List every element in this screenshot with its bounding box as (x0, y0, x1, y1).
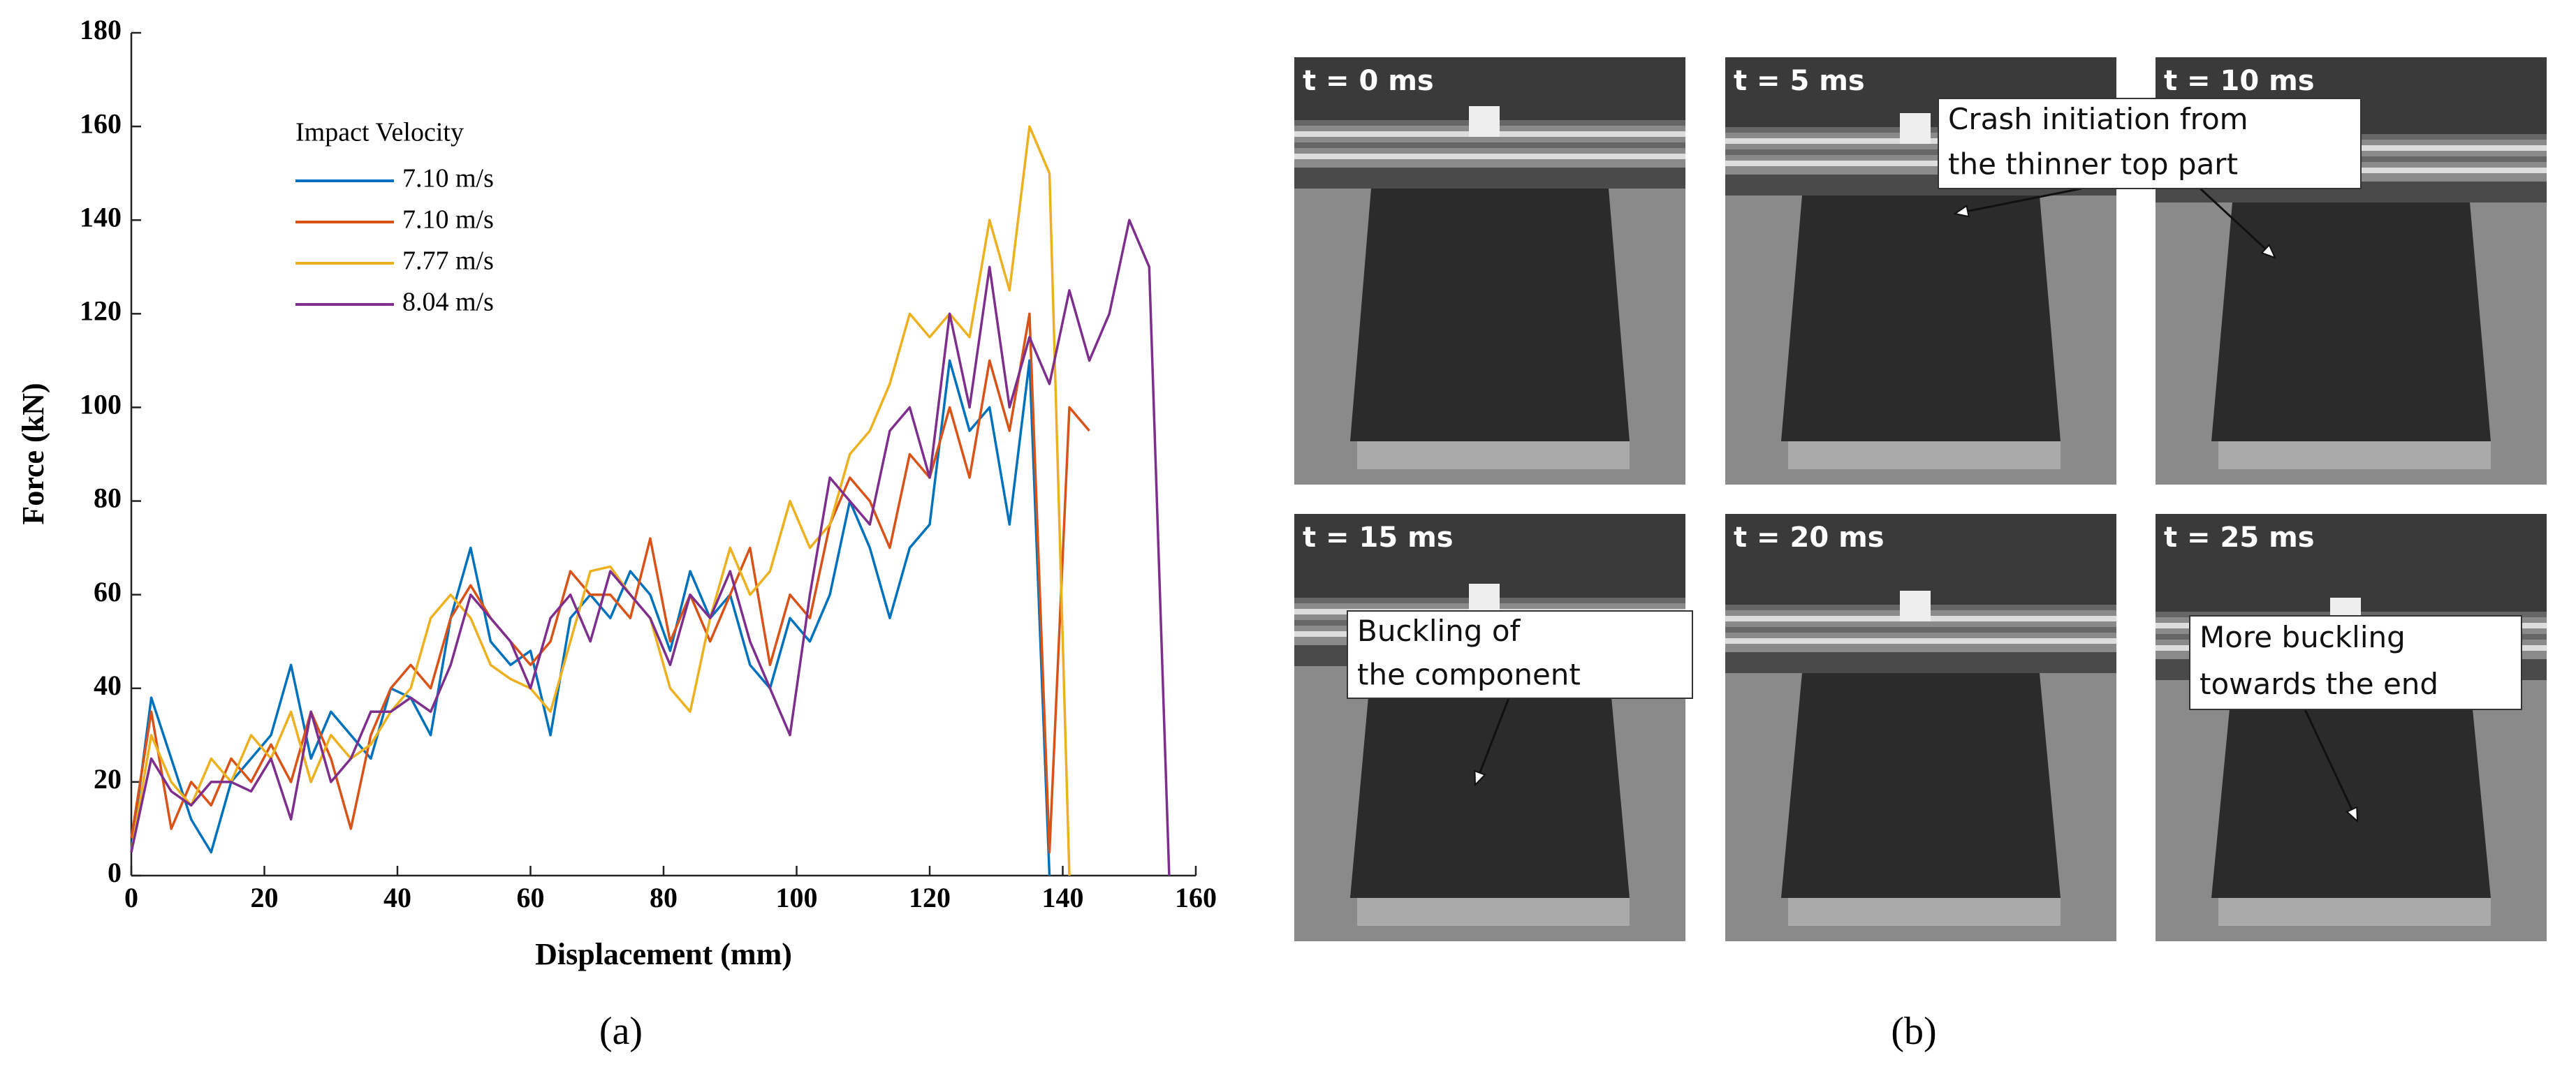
annotation-text: Buckling of (1357, 614, 1521, 648)
y-tick-label: 60 (94, 576, 122, 607)
photo-frame: t = 0 ms (1294, 57, 1685, 485)
x-tick-label: 140 (1042, 882, 1084, 913)
component (1350, 666, 1630, 898)
arrow-head (1953, 205, 1970, 218)
y-tick-label: 0 (108, 857, 122, 888)
photo-frame: t = 25 ms (2156, 514, 2547, 941)
component (1781, 673, 2061, 898)
photo-frame: t = 5 ms (1725, 57, 2116, 485)
annotation-box (1938, 98, 2362, 189)
crosshead (2156, 514, 2547, 612)
x-tick-label: 100 (776, 882, 818, 913)
annotation-text: towards the end (2200, 667, 2438, 701)
x-axis-label: Displacement (mm) (535, 937, 792, 971)
y-tick-label: 80 (94, 482, 122, 514)
arrow (1954, 187, 2082, 215)
x-tick-label: 60 (517, 882, 545, 913)
component (1350, 189, 1630, 441)
annotation-text: the thinner top part (1948, 147, 2238, 181)
arrow-head (2260, 243, 2276, 259)
x-tick-label: 20 (251, 882, 279, 913)
frame-label: t = 20 ms (1734, 522, 1885, 554)
marker (1900, 591, 1931, 621)
photo-frame: t = 10 ms (2156, 57, 2547, 485)
annotation-box (1347, 610, 1693, 699)
x-tick-label: 160 (1175, 882, 1217, 913)
y-tick-label: 180 (80, 14, 122, 45)
frame-label: t = 25 ms (2164, 522, 2315, 554)
marker (1900, 113, 1931, 144)
base (2218, 441, 2491, 469)
annotation-box (2189, 615, 2522, 710)
y-axis-label: Force (kN) (16, 383, 50, 524)
arrow (2304, 709, 2359, 822)
data-line (130, 125, 1071, 876)
legend-label: 8.04 m/s (402, 288, 494, 317)
frame-label: t = 10 ms (2164, 65, 2315, 97)
photo-frame: t = 15 ms (1294, 514, 1685, 941)
caption: (b) (1891, 1010, 1936, 1053)
marker (1469, 584, 1500, 614)
y-tick-label: 20 (94, 763, 122, 795)
base (1357, 441, 1630, 469)
annotation-text: More buckling (2200, 620, 2406, 654)
x-tick-label: 120 (909, 882, 951, 913)
marker (1469, 106, 1500, 137)
annotation-text: the component (1357, 657, 1581, 691)
x-tick-label: 0 (124, 882, 138, 913)
y-tick-label: 160 (80, 108, 122, 139)
crosshead (1725, 514, 2116, 605)
y-tick-label: 40 (94, 670, 122, 701)
frame-label: t = 5 ms (1734, 65, 1865, 97)
plate-stripe (1725, 149, 2116, 155)
x-tick-label: 40 (383, 882, 411, 913)
plate-stripe (1725, 627, 2116, 633)
arrow-head (2346, 806, 2359, 823)
frame-label: t = 0 ms (1303, 65, 1434, 97)
base (1788, 898, 2061, 926)
plate (1725, 652, 2116, 673)
base (2218, 898, 2491, 926)
y-tick-label: 140 (80, 201, 122, 233)
component (1781, 196, 2061, 441)
component (2211, 202, 2491, 441)
data-line (130, 219, 1171, 876)
arrow (2199, 187, 2276, 259)
plate-stripe (1725, 638, 2116, 644)
plate (1294, 168, 1685, 189)
plate-stripe (1294, 142, 1685, 148)
component (2211, 680, 2491, 898)
arrow-head (1474, 769, 1486, 787)
legend-label: 7.10 m/s (402, 205, 494, 235)
legend-label: 7.10 m/s (402, 164, 494, 193)
y-tick-label: 100 (80, 389, 122, 420)
annotation-text: Crash initiation from (1948, 102, 2248, 136)
arrow (1474, 698, 1510, 786)
frame-label: t = 15 ms (1303, 522, 1454, 554)
data-line (130, 359, 1051, 876)
x-tick-label: 80 (650, 882, 678, 913)
caption: (a) (599, 1010, 643, 1053)
base (1788, 441, 2061, 469)
plate-stripe (1725, 161, 2116, 166)
legend-label: 7.77 m/s (402, 246, 494, 276)
photo-frame: t = 20 ms (1725, 514, 2116, 941)
legend-title: Impact Velocity (295, 118, 464, 147)
base (1357, 898, 1630, 926)
plate-stripe (1294, 154, 1685, 159)
y-tick-label: 120 (80, 295, 122, 327)
